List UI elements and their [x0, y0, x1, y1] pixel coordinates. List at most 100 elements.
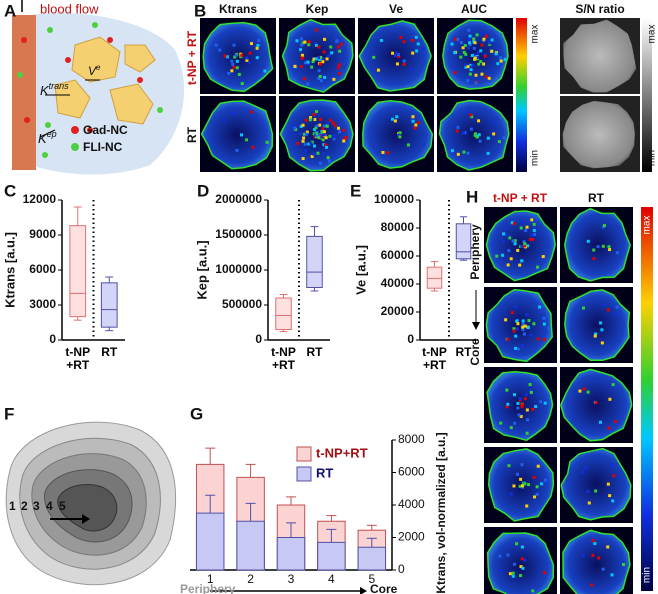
scan-pixel — [399, 36, 403, 40]
scan-pixel — [521, 484, 525, 488]
scan-pixel — [323, 143, 327, 147]
scan-pixel — [303, 40, 307, 44]
scan-pixel — [592, 248, 596, 252]
scan-pixel — [315, 43, 319, 47]
scan-pixel — [468, 65, 472, 69]
scan-pixel — [325, 57, 329, 61]
scan-pixel — [466, 79, 470, 83]
scan-pixel — [501, 253, 505, 257]
arrow — [39, 129, 56, 138]
scan-pixel — [525, 408, 529, 412]
scan-pixel — [322, 73, 326, 77]
scan-pixel — [255, 46, 259, 50]
scan-pixel — [327, 159, 331, 163]
scan-pixel — [542, 316, 546, 320]
scan-pixel — [218, 48, 222, 52]
scan-pixel — [461, 131, 465, 135]
scan-pixel — [417, 121, 421, 125]
bar — [317, 541, 346, 571]
scan-pixel — [516, 347, 520, 351]
colorbar-label: max — [647, 25, 658, 44]
scan-pixel — [330, 51, 334, 55]
scan-pixel — [600, 328, 604, 332]
scan-pixel — [495, 254, 499, 258]
legend-label: Gad-NC — [83, 123, 128, 137]
scan-pixel — [231, 62, 235, 66]
panel-label: D — [197, 181, 209, 200]
scan-pixel — [507, 249, 511, 253]
scan-pixel — [506, 263, 510, 267]
scan-region — [562, 529, 631, 594]
scan-pixel — [322, 130, 326, 134]
scan-pixel — [610, 463, 614, 467]
scan-pixel — [317, 135, 321, 139]
scan-pixel — [312, 57, 316, 61]
scan-pixel — [523, 482, 527, 486]
scan-pixel — [307, 142, 311, 146]
scan-pixel — [600, 341, 604, 345]
scan-pixel — [248, 61, 252, 65]
scan-region — [563, 19, 637, 93]
scan-pixel — [613, 312, 617, 316]
scan-pixel — [333, 135, 337, 139]
scan-pixel — [240, 53, 244, 57]
scan-pixel — [484, 34, 488, 38]
scan-pixel — [529, 333, 533, 337]
scan-pixel — [321, 130, 325, 134]
scan-pixel — [321, 151, 325, 155]
scan-pixel — [611, 383, 615, 387]
scan-pixel — [386, 151, 390, 155]
scan-pixel — [338, 49, 342, 53]
scan-pixel — [315, 132, 319, 136]
scan-pixel — [532, 322, 536, 326]
scan-pixel — [464, 65, 468, 69]
scan-pixel — [395, 62, 399, 66]
scan-pixel — [517, 413, 521, 417]
scan-pixel — [512, 562, 516, 566]
scan-pixel — [312, 144, 316, 148]
scan-pixel — [615, 305, 619, 309]
scan-pixel — [459, 41, 463, 45]
scan-pixel — [543, 571, 547, 575]
x-tick-label: 1 — [207, 572, 214, 586]
scan-pixel — [315, 124, 319, 128]
scan-pixel — [525, 431, 529, 435]
scan-pixel — [335, 39, 339, 43]
scan-pixel — [469, 127, 473, 131]
scan-pixel — [301, 41, 305, 45]
scan-pixel — [307, 40, 311, 44]
scan-pixel — [299, 65, 303, 69]
scan-pixel — [234, 53, 238, 57]
scan-pixel — [519, 414, 523, 418]
scan-pixel — [321, 138, 325, 142]
scan-pixel — [316, 151, 320, 155]
scan-pixel — [402, 40, 406, 44]
scan-pixel — [323, 75, 327, 79]
scan-pixel — [372, 55, 376, 59]
scan-pixel — [523, 244, 527, 248]
scan-pixel — [307, 43, 311, 47]
scan-pixel — [519, 574, 523, 578]
scan-pixel — [315, 110, 319, 114]
scan-pixel — [409, 68, 413, 72]
scan-pixel — [606, 545, 610, 549]
scan-pixel — [602, 303, 606, 307]
scan-pixel — [528, 237, 532, 241]
scan-pixel — [256, 43, 260, 47]
scan-pixel — [411, 119, 415, 123]
scan-pixel — [321, 127, 325, 131]
scan-pixel — [331, 121, 335, 125]
scan-pixel — [390, 117, 394, 121]
scan-pixel — [462, 150, 466, 154]
scan-pixel — [240, 82, 244, 86]
scan-pixel — [332, 137, 336, 141]
scan-pixel — [466, 65, 470, 69]
scan-pixel — [520, 463, 524, 467]
scan-pixel — [475, 135, 479, 139]
scan-pixel — [593, 542, 597, 546]
scan-pixel — [324, 111, 328, 115]
scan-pixel — [510, 221, 514, 225]
scan-pixel — [586, 390, 590, 394]
scan-pixel — [245, 58, 249, 62]
scan-region — [485, 288, 553, 363]
